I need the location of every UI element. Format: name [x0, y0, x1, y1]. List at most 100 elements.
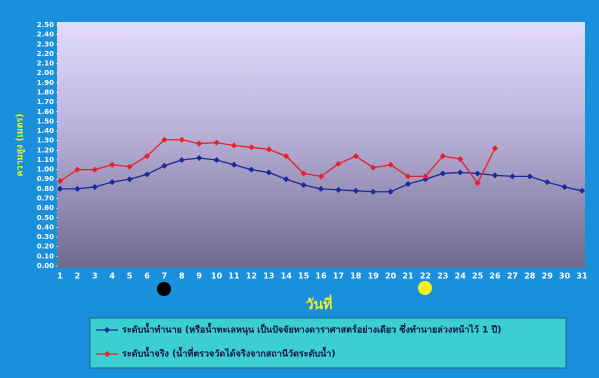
marker [126, 176, 133, 183]
marker [509, 173, 516, 180]
marker [213, 156, 220, 163]
marker [248, 166, 255, 173]
y-tick-label: 1.80 [37, 88, 54, 96]
x-axis-label: วันที่ [306, 294, 333, 313]
y-tick-label: 0.90 [37, 175, 54, 183]
marker [231, 142, 237, 149]
y-tick-label: 0.40 [37, 223, 54, 231]
marker [144, 153, 150, 160]
marker [161, 136, 168, 143]
x-tick-label: 4 [109, 272, 115, 281]
legend-label: ระดับน้ำทำนาย (หรือน้ำทะเลหนุน เป็นปัจจั… [122, 323, 501, 336]
marker [196, 155, 203, 162]
marker [335, 160, 342, 167]
y-tick-label: 0.00 [37, 262, 54, 270]
x-tick-label: 27 [507, 272, 518, 281]
y-tick-label: 1.40 [37, 127, 54, 135]
x-tick-label: 30 [559, 272, 571, 281]
marker [352, 187, 359, 194]
marker [161, 162, 168, 169]
legend-marker [104, 351, 110, 357]
marker [109, 179, 116, 186]
marker [335, 186, 342, 193]
plot-area [57, 22, 585, 268]
x-tick-label: 8 [179, 272, 185, 281]
x-tick-label: 9 [196, 272, 202, 281]
legend-box [89, 317, 567, 369]
y-tick-label: 2.50 [37, 21, 54, 29]
y-tick-label: 2.20 [37, 50, 54, 58]
marker [91, 166, 98, 173]
y-tick-label: 0.10 [37, 252, 54, 260]
x-tick-label: 13 [263, 272, 274, 281]
x-tick-label: 1 [57, 272, 63, 281]
marker [300, 182, 307, 189]
marker [492, 172, 498, 179]
marker [387, 161, 394, 168]
y-tick-label: 1.60 [37, 108, 54, 116]
x-tick-label: 6 [144, 272, 150, 281]
y-tick-label: 2.30 [37, 40, 54, 48]
marker [457, 155, 464, 162]
y-tick-label: 0.60 [37, 204, 54, 212]
marker [178, 136, 185, 143]
y-tick-label: 2.40 [37, 31, 54, 39]
new-moon-icon [157, 282, 171, 296]
x-tick-label: 24 [455, 272, 467, 281]
first-quarter-icon [286, 281, 294, 297]
y-tick-label: 1.20 [37, 146, 54, 154]
x-tick-label: 14 [281, 272, 293, 281]
marker [352, 153, 359, 160]
marker [91, 183, 98, 190]
marker [283, 153, 290, 160]
marker [405, 181, 411, 188]
y-tick-label: 1.10 [37, 156, 54, 164]
full-moon-icon [418, 281, 432, 295]
marker [231, 161, 237, 168]
marker [74, 166, 81, 173]
marker [248, 144, 255, 151]
x-tick-label: 18 [350, 272, 362, 281]
marker [526, 173, 533, 180]
x-tick-label: 19 [368, 272, 380, 281]
x-tick-label: 5 [127, 272, 133, 281]
x-tick-label: 21 [402, 272, 414, 281]
x-tick-label: 31 [576, 272, 588, 281]
last-quarter-icon [544, 281, 552, 297]
marker [474, 170, 481, 177]
marker [439, 170, 446, 177]
y-tick-label: 1.70 [37, 98, 54, 106]
marker [370, 164, 377, 171]
y-tick-label: 0.70 [37, 195, 54, 203]
marker [474, 180, 481, 187]
y-axis-label: ความสูง (เมตร) [16, 114, 26, 177]
marker [405, 173, 411, 180]
x-tick-label: 7 [162, 272, 168, 281]
marker [178, 156, 185, 163]
x-tick-label: 23 [437, 272, 448, 281]
marker [422, 173, 429, 180]
marker [213, 139, 220, 146]
x-tick-label: 20 [385, 272, 397, 281]
marker [387, 188, 394, 195]
marker [492, 145, 498, 152]
x-tick-label: 16 [315, 272, 327, 281]
y-tick-label: 1.50 [37, 117, 54, 125]
x-tick-label: 22 [420, 272, 431, 281]
marker [457, 169, 464, 176]
y-tick-label: 1.30 [37, 137, 54, 145]
marker [265, 146, 272, 153]
y-tick-label: 0.80 [37, 185, 54, 193]
x-tick-label: 12 [246, 272, 257, 281]
marker [318, 173, 324, 180]
marker [318, 185, 324, 192]
x-tick-label: 11 [228, 272, 240, 281]
x-tick-label: 25 [472, 272, 484, 281]
legend-label: ระดับน้ำจริง (น้ำที่ตรวจวัดได้จริงจากสถา… [122, 347, 335, 360]
marker [283, 176, 290, 183]
marker [74, 185, 81, 192]
marker [57, 178, 63, 185]
marker [57, 185, 63, 192]
y-tick-label: 2.00 [37, 69, 54, 77]
